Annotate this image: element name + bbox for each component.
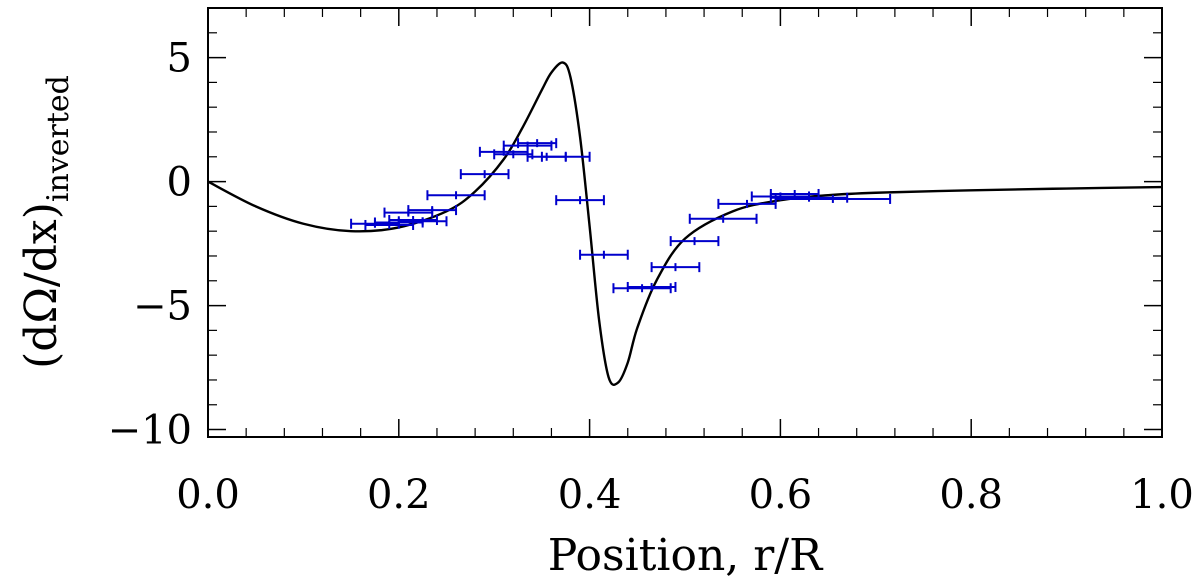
errorbar-layer (350, 138, 892, 294)
errorbar-point (540, 151, 591, 162)
errorbar-point (750, 191, 811, 202)
y-axis-label-main: (dΩ/dx) (16, 202, 67, 369)
errorbar-point (459, 169, 510, 180)
errorbar-point (669, 236, 720, 247)
x-tick-label: 0.4 (558, 472, 622, 518)
x-tick-label: 0.8 (939, 472, 1003, 518)
model-curve (207, 61, 1163, 386)
errorbar-point (717, 198, 777, 209)
x-tick-label: 0.0 (176, 472, 240, 518)
errorbar-point (650, 262, 701, 273)
errorbar-point (774, 193, 892, 204)
errorbar-point (688, 213, 758, 224)
x-tick-label: 1.0 (1130, 472, 1194, 518)
errorbar-point (407, 205, 458, 216)
y-axis-label: (dΩ/dx)inverted (16, 75, 76, 369)
errorbar-point (555, 195, 605, 206)
errorbar-point (426, 190, 486, 201)
errorbar-point (612, 283, 672, 294)
y-tick-label: −10 (108, 408, 192, 454)
y-tick-label: 5 (167, 36, 192, 82)
errorbar-point (517, 138, 558, 149)
errorbar-point (397, 216, 448, 227)
x-tick-label: 0.2 (367, 472, 431, 518)
x-tick-label: 0.6 (749, 472, 813, 518)
errorbar-point (579, 249, 629, 260)
axis-ticks (207, 7, 1163, 437)
curve-layer (207, 61, 1163, 386)
plot-frame (207, 7, 1163, 438)
y-tick-label: 0 (167, 160, 192, 206)
errorbar-point (769, 192, 849, 203)
y-tick-label: −5 (133, 284, 192, 330)
tick-labels: 0.0 0.2 0.4 0.6 0.8 1.0 5 0 −5 −10 (108, 36, 1194, 518)
errorbar-point (388, 215, 438, 226)
y-axis-label-sub: inverted (41, 75, 76, 202)
errorbar-point (626, 281, 677, 292)
x-axis-label: Position, r/R (548, 530, 824, 581)
